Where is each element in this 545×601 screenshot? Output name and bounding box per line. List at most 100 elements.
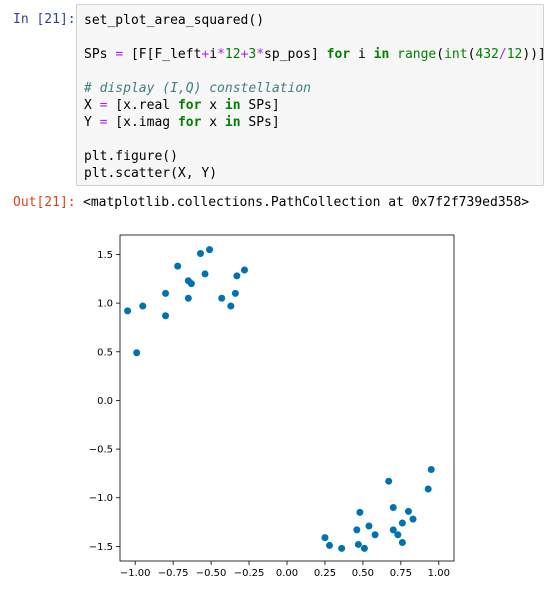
code-token: plt.scatter(X, Y) — [84, 166, 218, 181]
code-token: int — [444, 47, 468, 62]
code-token: 12 — [224, 47, 241, 62]
scatter-point — [360, 544, 368, 552]
plot-frame — [119, 234, 455, 562]
scatter-point — [326, 541, 334, 549]
code-token: ( — [467, 47, 476, 62]
y-tick-label: 1.5 — [97, 250, 113, 261]
code-line: # display (I,Q) constellation — [84, 80, 311, 97]
code-token: * — [256, 47, 265, 62]
scatter-point — [233, 272, 241, 280]
scatter-point — [321, 534, 329, 542]
input-prompt: In [21]: — [13, 12, 76, 27]
code-token: ( — [436, 47, 445, 62]
scatter-point — [196, 249, 204, 257]
scatter-point — [201, 270, 209, 278]
scatter-point — [231, 289, 239, 297]
code-token: 3 — [248, 47, 257, 62]
scatter-point — [133, 349, 141, 357]
code-token: range — [397, 47, 437, 62]
code-token: / — [498, 47, 507, 62]
scatter-point — [240, 266, 248, 274]
scatter-point — [174, 262, 182, 270]
code-line: X = [x.real for x in SPs] — [84, 97, 280, 114]
code-line: SPs = [F[F_left+i*12+3*sp_pos] for i in … — [84, 46, 545, 63]
x-tick-label: 0.25 — [314, 568, 336, 579]
scatter-point — [371, 531, 379, 539]
output-text: <matplotlib.collections.PathCollection a… — [83, 195, 530, 210]
code-token: in — [224, 115, 241, 130]
scatter-point — [389, 503, 397, 511]
scatter-point — [394, 531, 402, 539]
code-token: ))] — [522, 47, 545, 62]
code-token: i — [209, 47, 218, 62]
x-tick-label: 0.00 — [276, 568, 298, 579]
y-tick-label: 0.5 — [97, 347, 113, 358]
code-token: sp_pos] — [264, 47, 327, 62]
x-tick-label: −0.25 — [234, 568, 265, 579]
code-token: set_plot_area_squared — [84, 13, 249, 28]
code-token: () — [248, 13, 265, 28]
y-tick-label: −0.5 — [89, 445, 113, 456]
scatter-point — [162, 289, 170, 297]
code-line: set_plot_area_squared() — [84, 12, 264, 29]
x-tick-label: 0.50 — [352, 568, 374, 579]
code-token: Y — [84, 115, 100, 130]
code-token: [F[F_left — [123, 47, 202, 62]
code-token: + — [240, 47, 249, 62]
scatter-point — [354, 540, 362, 548]
scatter-point — [162, 312, 170, 320]
code-token: plt.figure() — [84, 149, 178, 164]
x-tick-label: −0.50 — [196, 568, 227, 579]
code-token: X — [84, 98, 100, 113]
scatter-point — [218, 294, 226, 302]
scatter-point — [389, 526, 397, 534]
code-token: # display (I,Q) constellation — [84, 81, 311, 96]
code-token: x — [201, 98, 225, 113]
scatter-point — [385, 477, 393, 485]
y-tick-label: −1.5 — [89, 542, 113, 553]
code-token: = — [115, 47, 124, 62]
scatter-point — [356, 508, 364, 516]
scatter-point — [139, 302, 147, 310]
code-token: for — [326, 47, 351, 62]
code-token: SPs — [84, 47, 116, 62]
scatter-point — [424, 485, 432, 493]
code-token: = — [99, 98, 108, 113]
code-token: for — [177, 115, 202, 130]
code-token: + — [201, 47, 210, 62]
scatter-point — [338, 544, 346, 552]
code-line: plt.figure() — [84, 148, 178, 165]
scatter-point — [187, 280, 195, 288]
scatter-point — [404, 507, 412, 515]
code-token: [x.real — [107, 98, 178, 113]
x-tick-label: 0.75 — [390, 568, 412, 579]
scatter-point — [353, 526, 361, 534]
scatter-point — [124, 307, 132, 315]
code-token: SPs] — [240, 115, 280, 130]
scatter-point — [398, 519, 406, 527]
code-token: i — [350, 47, 374, 62]
x-tick-label: −0.75 — [158, 568, 189, 579]
y-tick-label: −1.0 — [89, 493, 113, 504]
code-token: for — [177, 98, 202, 113]
y-tick-label: 1.0 — [97, 299, 113, 310]
scatter-point — [206, 246, 214, 254]
code-token: 432 — [475, 47, 499, 62]
scatter-point — [365, 522, 373, 530]
x-tick-label: 1.00 — [428, 568, 450, 579]
code-token: in — [224, 98, 241, 113]
scatter-point — [398, 539, 406, 547]
code-token: 12 — [506, 47, 523, 62]
code-input-area[interactable]: set_plot_area_squared() SPs = [F[F_left+i… — [76, 4, 545, 186]
x-tick-label: −1.00 — [120, 568, 151, 579]
y-tick-label: 0.0 — [97, 396, 113, 407]
code-token: [x.imag — [107, 115, 178, 130]
scatter-point — [227, 302, 235, 310]
output-prompt: Out[21]: — [13, 195, 76, 210]
code-line: Y = [x.imag for x in SPs] — [84, 114, 280, 131]
code-line: plt.scatter(X, Y) — [84, 165, 217, 182]
scatter-point — [184, 294, 192, 302]
scatter-point — [409, 515, 417, 523]
scatter-point — [427, 466, 435, 474]
